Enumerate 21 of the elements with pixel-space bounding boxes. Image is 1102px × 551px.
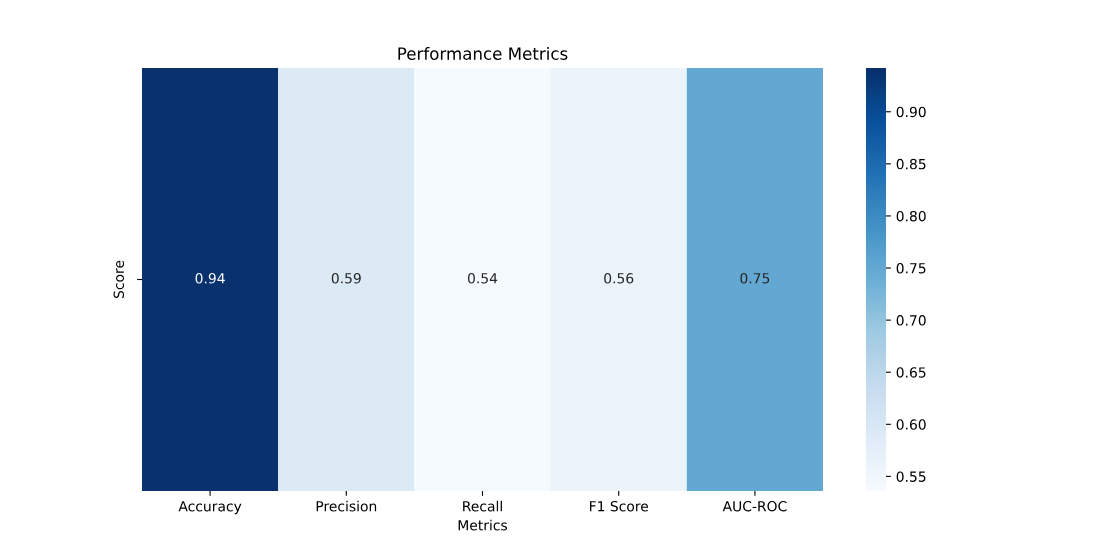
x-tick-label: Accuracy xyxy=(178,501,242,515)
y-axis-title: Score xyxy=(113,260,125,299)
x-tick-label: Precision xyxy=(316,500,377,512)
x-tick-label: Recall xyxy=(463,500,502,512)
x-axis-title: Metrics xyxy=(458,519,508,531)
data-label: 0.59 xyxy=(331,273,361,284)
color-bar-label: 0.70 xyxy=(896,315,926,326)
data-label: 0.54 xyxy=(467,273,498,284)
x-tick-label: F1 Score xyxy=(590,500,649,512)
color-bar-label: 0.65 xyxy=(896,367,926,378)
color-bar-label: 0.85 xyxy=(896,158,926,170)
color-bar-label: 0.75 xyxy=(896,263,926,274)
data-label: 0.94 xyxy=(195,273,225,284)
color-bar-label: 0.55 xyxy=(896,471,926,482)
chart-title: Performance Metrics xyxy=(398,47,568,60)
x-tick-label: AUC-ROC xyxy=(722,500,787,512)
data-label: 0.56 xyxy=(604,273,634,284)
color-bar-label: 0.80 xyxy=(896,210,926,222)
color-bar-label: 0.90 xyxy=(896,106,926,118)
color-bar-label: 0.60 xyxy=(896,419,926,430)
data-label: 0.75 xyxy=(740,273,770,284)
